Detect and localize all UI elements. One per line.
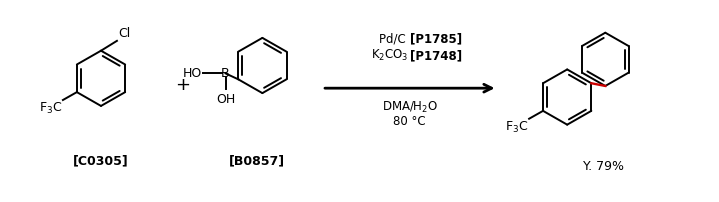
Text: [C0305]: [C0305] xyxy=(73,155,129,168)
Text: F$_3$C: F$_3$C xyxy=(505,120,528,135)
Text: Y. 79%: Y. 79% xyxy=(582,160,623,173)
Text: B: B xyxy=(221,67,230,80)
Text: OH: OH xyxy=(216,93,235,106)
Text: [B0857]: [B0857] xyxy=(229,155,285,168)
Text: +: + xyxy=(175,76,191,94)
Text: Cl: Cl xyxy=(118,27,130,40)
Text: DMA/H$_2$O: DMA/H$_2$O xyxy=(382,100,438,116)
Text: K$_2$CO$_3$: K$_2$CO$_3$ xyxy=(371,48,410,63)
Text: HO: HO xyxy=(183,67,201,80)
Text: F$_3$C: F$_3$C xyxy=(39,101,62,116)
Text: 80 °C: 80 °C xyxy=(393,115,426,128)
Text: Pd/C: Pd/C xyxy=(380,32,410,45)
Text: [P1748]: [P1748] xyxy=(410,49,462,62)
Text: [P1785]: [P1785] xyxy=(410,32,462,45)
